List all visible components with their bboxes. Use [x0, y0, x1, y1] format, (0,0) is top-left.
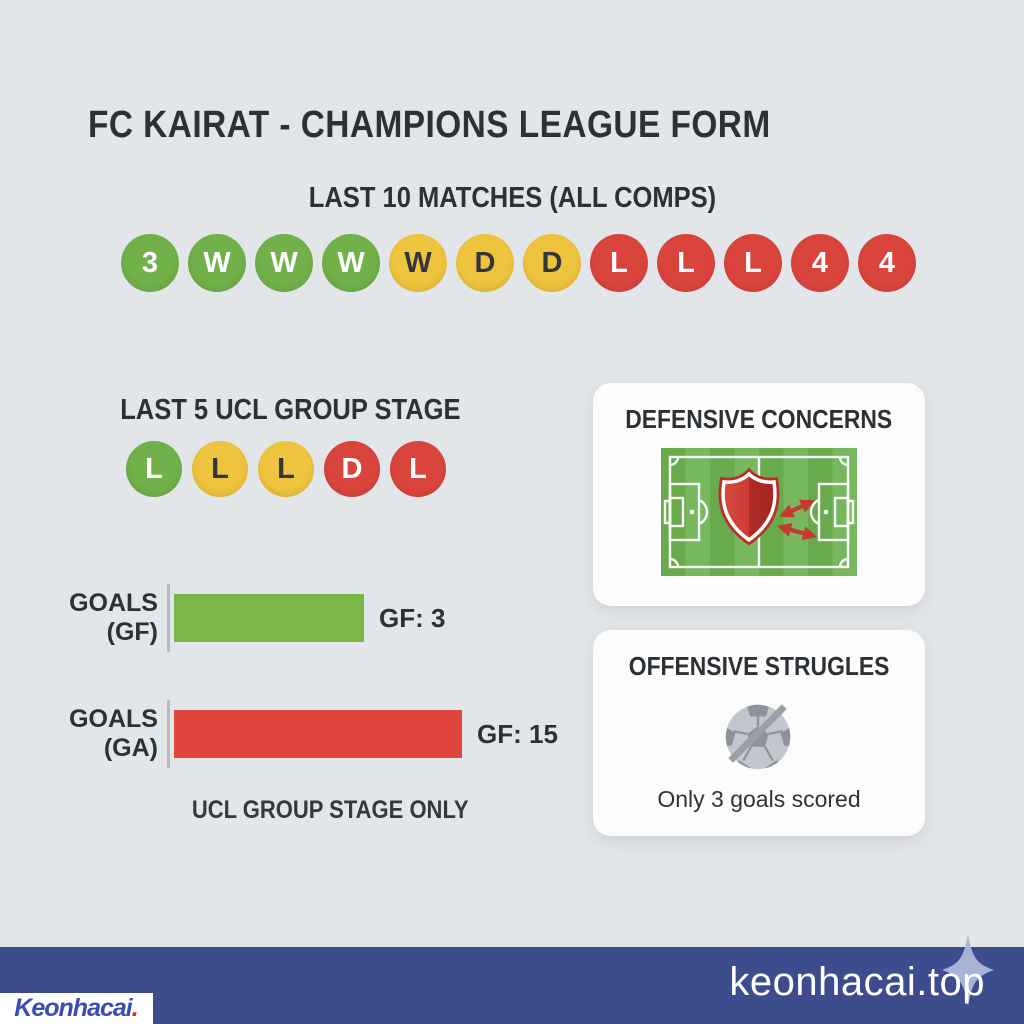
result-circle-red: L: [724, 234, 782, 292]
bar-track: [167, 700, 462, 768]
no-goals-ball-icon: [725, 704, 791, 770]
chart-caption: UCL GROUP STAGE ONLY: [110, 796, 550, 825]
penalty-spot-right: [823, 509, 829, 515]
goals-bar-row: GOALS (GA) GF: 15: [60, 700, 558, 768]
slash-icon: [728, 704, 787, 763]
last10-heading: LAST 10 MATCHES (ALL COMPS): [0, 182, 1024, 215]
bar-value-label: GF: 15: [477, 718, 558, 749]
brand-logo-text: Keonhacai: [14, 994, 132, 1022]
defensive-card-title-text: DEFENSIVE CONCERNS: [625, 404, 893, 434]
penalty-spot-left: [689, 509, 695, 515]
result-circle-red: D: [324, 441, 380, 497]
brand-logo-dot: .: [131, 994, 139, 1022]
result-circle-red: L: [390, 441, 446, 497]
bar-value-label: GF: 3: [379, 602, 446, 633]
offensive-struggles-card: OFFENSIVE STRUGLES Only 3 goals scored: [593, 630, 925, 836]
goals-bar-chart: GOALS (GF) GF: 3 GOALS (GA) GF: 15: [60, 584, 558, 816]
last10-heading-text: LAST 10 MATCHES (ALL COMPS): [308, 182, 716, 214]
page-title-text: FC KAIRAT - CHAMPIONS LEAGUE FORM: [88, 104, 771, 146]
result-circle-red: L: [657, 234, 715, 292]
sparkle-icon: [942, 934, 994, 1006]
chart-caption-text: UCL GROUP STAGE ONLY: [191, 796, 469, 824]
last5-heading: LAST 5 UCL GROUP STAGE: [60, 394, 520, 427]
result-circle-yellow: W: [389, 234, 447, 292]
footer-bar: keonhacai.top: [0, 934, 1024, 1024]
result-circle-yellow: L: [258, 441, 314, 497]
footer-site-url: keonhacai.top: [729, 960, 985, 1004]
football-pitch-illustration: [661, 448, 857, 576]
shield-icon: [718, 467, 780, 546]
result-circle-green: W: [188, 234, 246, 292]
result-circle-green: 3: [121, 234, 179, 292]
result-circle-red: L: [590, 234, 648, 292]
result-circle-green: W: [255, 234, 313, 292]
goals-bar-row: GOALS (GF) GF: 3: [60, 584, 558, 652]
ball-seams: [733, 714, 783, 761]
bar: [174, 710, 462, 758]
offensive-card-title-text: OFFENSIVE STRUGLES: [628, 651, 890, 681]
page-title: FC KAIRAT - CHAMPIONS LEAGUE FORM: [88, 104, 864, 147]
brand-logo: Keonhacai.: [0, 993, 153, 1024]
defensive-card-title: DEFENSIVE CONCERNS: [593, 404, 925, 435]
result-circle-green: L: [126, 441, 182, 497]
offensive-card-caption: Only 3 goals scored: [657, 786, 861, 812]
bar-track: [167, 584, 364, 652]
result-circle-yellow: L: [192, 441, 248, 497]
bar-category-label: GOALS (GA): [69, 704, 158, 763]
bar: [174, 594, 364, 642]
offensive-card-title: OFFENSIVE STRUGLES: [593, 651, 925, 682]
bar-category-label: GOALS (GF): [69, 588, 158, 647]
attack-arrows-icon: [776, 499, 818, 541]
result-circle-red: 4: [791, 234, 849, 292]
result-circle-yellow: D: [456, 234, 514, 292]
result-circle-red: 4: [858, 234, 916, 292]
result-circle-green: W: [322, 234, 380, 292]
result-circle-yellow: D: [523, 234, 581, 292]
defensive-concerns-card: DEFENSIVE CONCERNS: [593, 383, 925, 606]
last5-heading-text: LAST 5 UCL GROUP STAGE: [119, 394, 461, 426]
